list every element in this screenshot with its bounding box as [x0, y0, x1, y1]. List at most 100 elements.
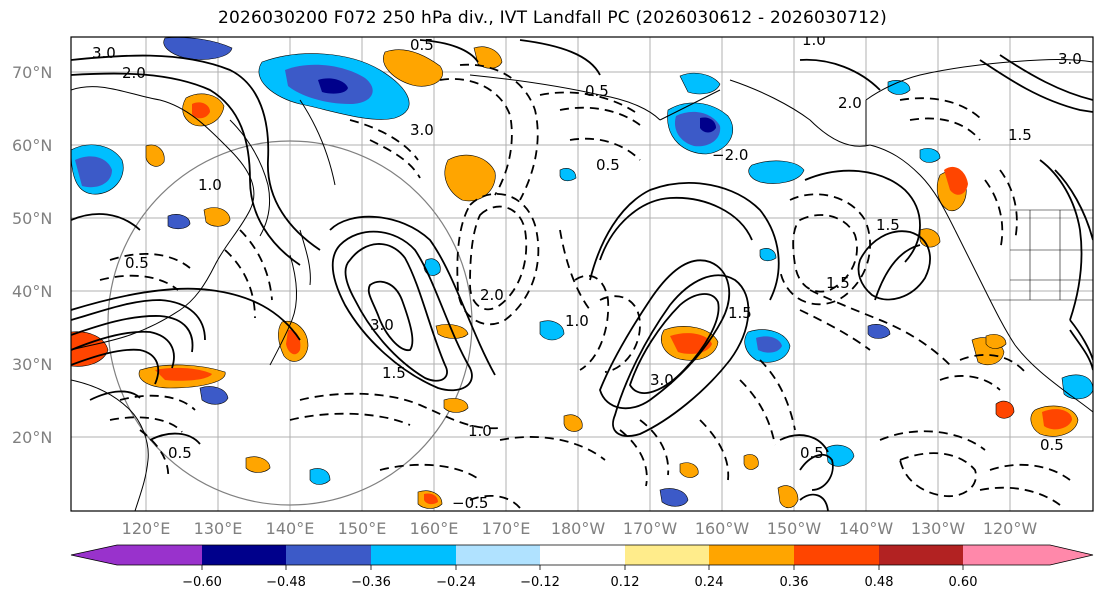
contour-label: 1.5 — [382, 364, 406, 382]
contour-label: 1.5 — [826, 274, 850, 292]
contour-label: 1.5 — [876, 216, 900, 234]
blob-red-south-160e — [424, 493, 438, 505]
colorbar-tick-label: 0.60 — [949, 575, 978, 590]
contour-label: 2.0 — [122, 64, 146, 82]
blob-orange-50n-left — [203, 207, 231, 227]
contour-label: 1.0 — [198, 176, 222, 194]
lat-label: 20°N — [12, 428, 52, 447]
blob-red-westcoast — [944, 166, 968, 195]
ivt-contours-solid — [71, 39, 1093, 511]
blob-blue-alaska — [748, 160, 805, 184]
lon-label: 140°E — [266, 519, 315, 538]
contour-label: 3.0 — [92, 44, 116, 62]
colorbar-segment — [625, 545, 710, 565]
colorbar-segment — [794, 545, 880, 565]
blob-orange-topcenter — [383, 49, 443, 87]
blob-red-asia-coast — [155, 367, 212, 381]
colorbar-segment — [371, 545, 457, 565]
lat-label: 60°N — [12, 136, 52, 155]
contour-label: −0.5 — [452, 494, 488, 512]
blob-red-mexico — [1042, 409, 1072, 430]
lon-label: 160°W — [695, 519, 750, 538]
lon-label: 160°E — [410, 519, 459, 538]
blob-blue-bering — [679, 72, 721, 95]
contour-label: 3.0 — [650, 371, 674, 389]
blob-blue-25n-mid — [245, 456, 271, 473]
lon-label: 130°E — [194, 519, 243, 538]
colorbar-segment — [117, 545, 203, 565]
longitude-labels: 120°E 130°E 140°E 150°E 160°E 170°E 180°… — [122, 519, 1038, 538]
contour-label: 1.0 — [802, 31, 826, 49]
contour-label: 2.0 — [838, 94, 862, 112]
lat-label: 70°N — [12, 63, 52, 82]
contour-label: 1.0 — [468, 422, 492, 440]
ivt-contours-dashed — [99, 63, 1071, 509]
lon-label: 170°E — [482, 519, 531, 538]
blob-orange-160w-28n — [679, 462, 699, 478]
blob-red-hawaii — [995, 400, 1015, 419]
contour-label: 3.0 — [410, 121, 434, 139]
blob-blue-japan-south — [309, 468, 331, 485]
colorbar-tick-label: 0.12 — [611, 575, 640, 590]
colorbar-tick-labels: −0.60 −0.48 −0.36 −0.24 −0.12 0.12 0.24 … — [182, 575, 977, 590]
colorbar-segment — [963, 545, 1051, 565]
latitude-labels: 70°N 60°N 50°N 40°N 30°N 20°N — [12, 63, 52, 447]
contour-label: 1.5 — [728, 304, 752, 322]
blob-blue-175w-35n — [539, 320, 565, 341]
lon-label: 180°W — [551, 519, 606, 538]
colorbar-tick-label: 0.36 — [780, 575, 809, 590]
colorbar-segment — [540, 545, 626, 565]
contour-labels: 3.0 2.0 0.5 1.0 2.0 3.0 0.5 1.5 3.0 1.0 … — [92, 31, 1082, 512]
blob-blue-coast-bc — [919, 148, 941, 163]
colorbar-segment — [202, 545, 287, 565]
contour-label: 0.5 — [1040, 436, 1064, 454]
contour-label: 0.5 — [410, 36, 434, 54]
colorbar-segment — [879, 545, 964, 565]
blob-blue-135w-30n — [867, 324, 891, 339]
blob-darkblue-140w — [756, 336, 782, 353]
colorbar-outline — [70, 544, 1094, 566]
blob-red-okhotsk — [192, 102, 210, 119]
lat-label: 50°N — [12, 209, 52, 228]
contour-label: 3.0 — [370, 316, 394, 334]
contour-label: 0.5 — [168, 444, 192, 462]
blob-blue-south-170w — [659, 488, 689, 507]
contour-label: 0.5 — [800, 444, 824, 462]
contour-label: −2.0 — [712, 146, 748, 164]
blob-blue-topleft — [163, 37, 233, 60]
map-title: 2026030200 F072 250 hPa div., IVT Landfa… — [218, 8, 887, 28]
blob-blue-cal — [1061, 374, 1093, 400]
blob-orange-150w-25n — [743, 454, 759, 470]
blob-darkblue-asia — [75, 156, 112, 188]
lon-label: 120°W — [983, 519, 1038, 538]
colorbar-tick-label: −0.24 — [436, 575, 476, 590]
blob-navy-kamchatka — [318, 78, 348, 94]
blob-orange-175w-20n — [563, 414, 583, 432]
lat-label: 40°N — [12, 282, 52, 301]
colorbar-tick-label: −0.36 — [351, 575, 391, 590]
colorbar-segment — [286, 545, 372, 565]
lon-label: 170°W — [623, 519, 678, 538]
colorbar-tick-label: −0.60 — [182, 575, 222, 590]
contour-label: 2.0 — [480, 286, 504, 304]
map-plot-area — [71, 37, 1093, 511]
blob-orange-165e-20n — [443, 398, 469, 413]
lon-label: 130°W — [911, 519, 966, 538]
colorbar-tick-label: −0.12 — [520, 575, 560, 590]
contour-label: 0.5 — [125, 254, 149, 272]
colorbar-ticks — [201, 565, 964, 570]
lon-label: 140°W — [839, 519, 894, 538]
blob-orange-35n-right — [985, 334, 1007, 349]
blob-blue-170e-40n — [423, 258, 441, 276]
colorbar-segment — [709, 545, 795, 565]
colorbar-tick-label: 0.48 — [865, 575, 894, 590]
colorbar-extend-min — [71, 545, 117, 565]
blob-blue-165w-60n — [559, 168, 577, 182]
colorbar-extend-max — [1050, 545, 1093, 565]
colorbar-tick-label: 0.24 — [695, 575, 724, 590]
lat-label: 30°N — [12, 355, 52, 374]
map-frame — [70, 36, 1094, 512]
colorbar-segments — [71, 545, 1093, 565]
lon-label: 120°E — [122, 519, 171, 538]
blob-orange-55n-left — [145, 144, 165, 167]
